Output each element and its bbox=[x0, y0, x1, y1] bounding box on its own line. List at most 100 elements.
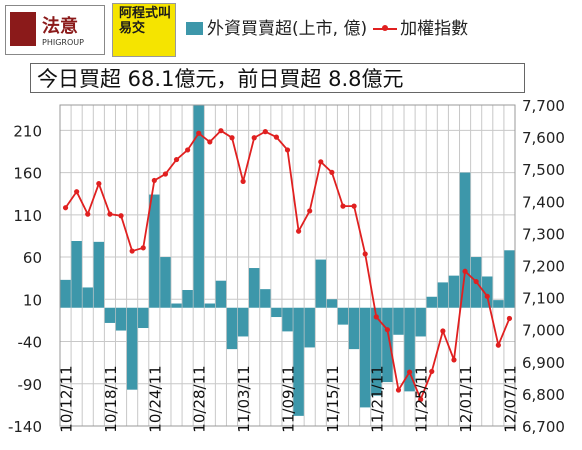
index-point bbox=[406, 369, 413, 375]
bar bbox=[138, 307, 149, 329]
index-point bbox=[318, 159, 324, 165]
bar bbox=[149, 194, 160, 308]
bar bbox=[260, 289, 271, 308]
bar bbox=[104, 307, 116, 323]
index-point bbox=[240, 178, 246, 184]
bar-legend-swatch bbox=[186, 22, 203, 35]
bar bbox=[193, 105, 204, 308]
x-axis-tick-label: 11/09/11 bbox=[280, 365, 298, 432]
left-axis-tick-label: -40 bbox=[18, 334, 43, 352]
right-axis-tick-label: 7,300 bbox=[522, 225, 565, 243]
index-point bbox=[340, 203, 346, 209]
bar-legend-label: 外資買賣超(上市, 億) bbox=[207, 19, 368, 39]
left-axis-tick-label: 110 bbox=[13, 207, 42, 225]
bar bbox=[393, 307, 404, 335]
index-point bbox=[85, 211, 91, 217]
bar bbox=[293, 307, 304, 416]
bar bbox=[337, 307, 349, 325]
index-point bbox=[118, 213, 124, 219]
index-point bbox=[451, 357, 457, 363]
index-point bbox=[307, 208, 313, 214]
bar bbox=[326, 299, 338, 308]
index-point bbox=[129, 248, 135, 254]
program-trading-logo: 阿程式叫易交 bbox=[112, 3, 176, 57]
bar bbox=[282, 307, 293, 332]
index-point bbox=[196, 130, 202, 136]
bar bbox=[426, 296, 437, 308]
index-point bbox=[395, 387, 402, 393]
right-axis-tick-label: 6,800 bbox=[522, 386, 565, 404]
index-point bbox=[484, 293, 490, 299]
index-point bbox=[74, 189, 80, 195]
x-axis-tick-label: 11/03/11 bbox=[235, 365, 253, 432]
bar bbox=[82, 287, 93, 308]
x-axis-tick-label: 12/07/11 bbox=[501, 365, 519, 432]
index-point bbox=[462, 268, 468, 274]
bar bbox=[382, 307, 393, 383]
phigroup-logo: 法意 PHIGROUP bbox=[5, 5, 105, 55]
bar bbox=[448, 275, 460, 308]
index-point bbox=[429, 368, 435, 375]
bar bbox=[60, 279, 71, 308]
bar bbox=[115, 307, 127, 331]
index-point bbox=[329, 169, 335, 176]
right-axis-tick-label: 6,900 bbox=[522, 354, 565, 372]
bar bbox=[348, 307, 360, 350]
bar bbox=[93, 241, 105, 308]
index-point bbox=[473, 278, 479, 285]
index-point bbox=[251, 135, 257, 141]
chart-legend: 外資買賣超(上市, 億) 加權指數 bbox=[186, 14, 468, 39]
index-point bbox=[418, 396, 424, 402]
index-point bbox=[273, 134, 280, 140]
left-axis-tick-label: 10 bbox=[23, 291, 42, 309]
x-axis-tick-label: 10/28/11 bbox=[191, 365, 209, 432]
right-axis-tick-label: 6,700 bbox=[522, 418, 565, 436]
bar bbox=[459, 172, 471, 308]
headline-summary: 今日買超 68.1億元，前日買超 8.8億元 bbox=[30, 63, 525, 93]
bar bbox=[171, 303, 182, 308]
left-axis-tick-label: -90 bbox=[18, 376, 43, 394]
index-point bbox=[96, 181, 102, 187]
left-axis-tick-label: 160 bbox=[13, 165, 42, 183]
right-axis-tick-label: 7,400 bbox=[522, 193, 565, 211]
bar bbox=[71, 241, 82, 308]
index-point bbox=[362, 251, 368, 257]
right-axis-tick-label: 7,500 bbox=[522, 161, 565, 179]
index-point bbox=[162, 171, 169, 177]
x-axis-tick-label: 10/24/11 bbox=[146, 365, 164, 432]
index-point bbox=[351, 203, 357, 209]
line-legend-swatch bbox=[373, 21, 398, 35]
bar bbox=[226, 307, 238, 350]
right-axis-tick-label: 7,000 bbox=[522, 322, 565, 340]
bar bbox=[160, 257, 171, 308]
bar bbox=[248, 268, 260, 308]
bar bbox=[359, 307, 371, 408]
index-point bbox=[384, 327, 390, 333]
index-point bbox=[440, 328, 446, 334]
bar bbox=[182, 289, 193, 308]
x-axis-tick-label: 12/01/11 bbox=[457, 365, 475, 432]
line-legend-label: 加權指數 bbox=[400, 19, 469, 39]
bar bbox=[271, 307, 282, 318]
index-point bbox=[229, 135, 235, 141]
bar bbox=[315, 259, 327, 308]
x-axis-tick-label: 10/12/11 bbox=[58, 365, 76, 432]
logo-mark-icon bbox=[10, 12, 36, 46]
plot-frame bbox=[59, 104, 516, 427]
bar bbox=[504, 250, 515, 308]
right-axis-tick-label: 7,700 bbox=[522, 97, 565, 115]
bar bbox=[304, 307, 315, 348]
bar bbox=[404, 307, 415, 392]
index-point bbox=[262, 129, 268, 135]
index-point bbox=[207, 139, 213, 145]
index-point bbox=[173, 156, 180, 163]
index-point bbox=[218, 128, 224, 134]
bar bbox=[493, 300, 504, 308]
index-point bbox=[506, 315, 513, 322]
x-axis-tick-label: 11/25/11 bbox=[413, 365, 431, 432]
bar bbox=[237, 307, 249, 337]
index-point bbox=[185, 147, 191, 153]
index-point bbox=[373, 314, 379, 320]
bar bbox=[204, 303, 216, 308]
